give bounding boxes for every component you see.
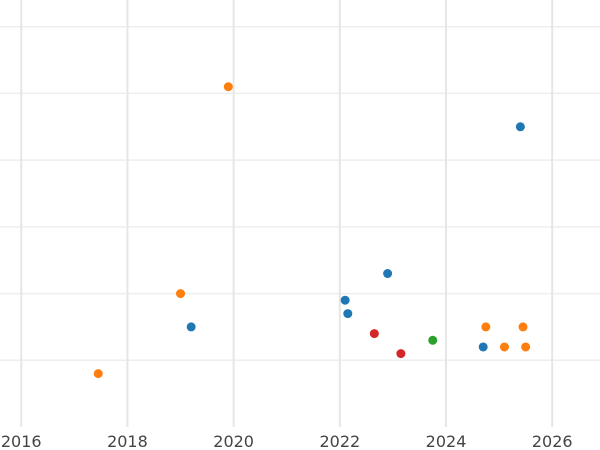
data-point bbox=[518, 322, 528, 332]
data-point bbox=[223, 82, 233, 92]
x-tick-label: 2024 bbox=[426, 432, 467, 450]
x-tick-label: 2020 bbox=[213, 432, 254, 450]
data-point bbox=[481, 322, 491, 332]
data-point bbox=[515, 122, 525, 132]
data-point bbox=[93, 369, 103, 379]
data-points bbox=[93, 82, 531, 379]
x-tick-label: 2016 bbox=[1, 432, 42, 450]
data-point bbox=[396, 349, 406, 359]
data-point bbox=[176, 289, 186, 299]
data-point bbox=[369, 329, 379, 339]
data-point bbox=[478, 342, 488, 352]
data-point bbox=[428, 335, 438, 345]
data-point bbox=[343, 309, 353, 319]
gridlines bbox=[0, 0, 600, 427]
data-point bbox=[499, 342, 509, 352]
x-tick-label: 2018 bbox=[107, 432, 148, 450]
x-axis-tick-labels: 2016 2018 2020 2022 2024 2026 bbox=[1, 432, 573, 450]
x-tick-label: 2026 bbox=[532, 432, 573, 450]
data-point bbox=[186, 322, 196, 332]
data-point bbox=[340, 295, 350, 305]
x-tick-label: 2022 bbox=[319, 432, 360, 450]
data-point bbox=[521, 342, 531, 352]
data-point bbox=[383, 269, 393, 279]
